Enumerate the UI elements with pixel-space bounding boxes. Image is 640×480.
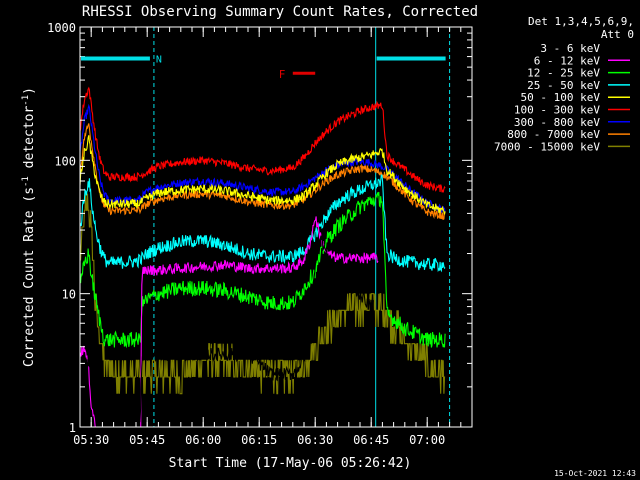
series-line <box>80 123 446 221</box>
y-tick-label: 1000 <box>47 21 76 35</box>
legend-header-line-2: Att 0 <box>601 28 634 41</box>
x-axis-label: Start Time (17-May-06 05:26:42) <box>169 456 412 471</box>
legend-entry-label: 3 - 6 keV <box>540 42 600 55</box>
legend-header-line-1: Det 1,3,4,5,6,9, <box>528 15 634 28</box>
legend-entry-label: 50 - 100 keV <box>521 91 601 104</box>
chart-title: RHESSI Observing Summary Count Rates, Co… <box>82 4 478 20</box>
x-tick-label: 06:45 <box>353 433 389 447</box>
legend-entry-label: 25 - 50 keV <box>527 79 600 92</box>
legend-entry-label: 6 - 12 keV <box>534 54 601 67</box>
series-line <box>80 235 374 424</box>
legend-entry-label: 300 - 800 keV <box>514 116 600 129</box>
x-tick-label: 06:00 <box>185 433 221 447</box>
legend-entry-label: 7000 - 15000 keV <box>494 140 600 153</box>
legend-entry-label: 12 - 25 keV <box>527 67 600 80</box>
flare-marker-label: F <box>279 68 286 81</box>
x-tick-label: 07:00 <box>409 433 445 447</box>
x-tick-label: 05:45 <box>129 433 165 447</box>
night-interval-label: N <box>156 55 162 66</box>
series-line <box>80 86 446 193</box>
y-tick-label: 100 <box>54 154 76 168</box>
x-axis: 05:30 05:45 06:00 06:15 06:30 06:45 07:00 <box>73 27 473 447</box>
y-tick-label: 1 <box>69 421 76 435</box>
timestamp: 15-Oct-2021 12:43 <box>554 469 636 478</box>
series-line <box>80 103 446 214</box>
plot-frame <box>79 26 473 428</box>
legend-entry-label: 800 - 7000 keV <box>507 128 600 141</box>
x-tick-label: 06:30 <box>297 433 333 447</box>
series-line <box>80 174 446 273</box>
legend-entry-label: 100 - 300 keV <box>514 104 600 117</box>
y-axis-label: Corrected Count Rate (s-1 detector-1) <box>21 87 37 367</box>
y-axis: 1 10 100 1000 <box>47 21 472 435</box>
plot-area <box>80 27 451 427</box>
series-line <box>80 135 446 215</box>
x-tick-label: 06:15 <box>241 433 277 447</box>
y-tick-label: 10 <box>62 288 76 302</box>
x-tick-label: 05:30 <box>73 433 109 447</box>
